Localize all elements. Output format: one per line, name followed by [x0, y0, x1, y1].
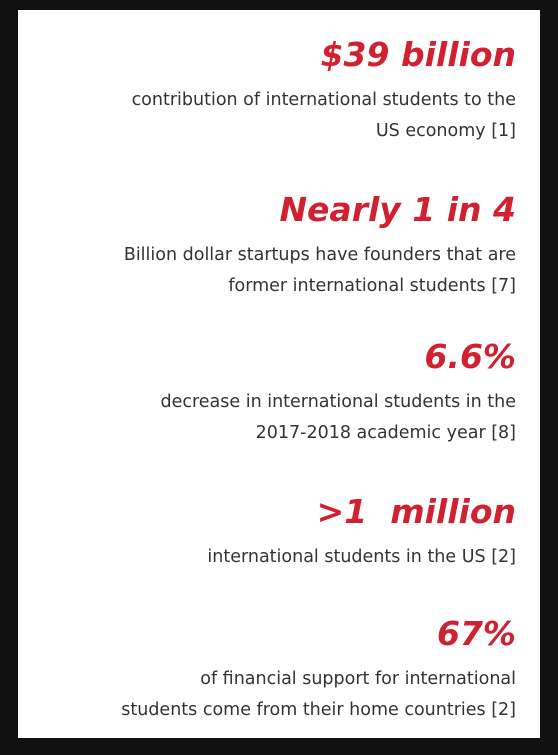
stat-headline: Nearly 1 in 4 — [279, 190, 516, 229]
stat-description: decrease in international students in th… — [160, 392, 516, 412]
stat-description: international students in the US [2] — [207, 547, 516, 567]
stat-headline: $39 billion — [320, 35, 516, 74]
stat-headline: 67% — [437, 614, 516, 653]
stat-description: contribution of international students t… — [131, 90, 516, 110]
stat-description: former international students [7] — [228, 276, 516, 296]
stat-description: US economy [1] — [375, 121, 516, 141]
infographic-panel: $39 billion contribution of international… — [18, 10, 540, 738]
stat-headline: >1 million — [316, 492, 516, 531]
stat-description: students come from their home countries … — [121, 700, 516, 720]
stat-headline: 6.6% — [424, 337, 516, 376]
stat-description: Billion dollar startups have founders th… — [123, 245, 516, 265]
stat-description: of financial support for international — [200, 669, 516, 689]
stat-description: 2017-2018 academic year [8] — [255, 423, 516, 443]
